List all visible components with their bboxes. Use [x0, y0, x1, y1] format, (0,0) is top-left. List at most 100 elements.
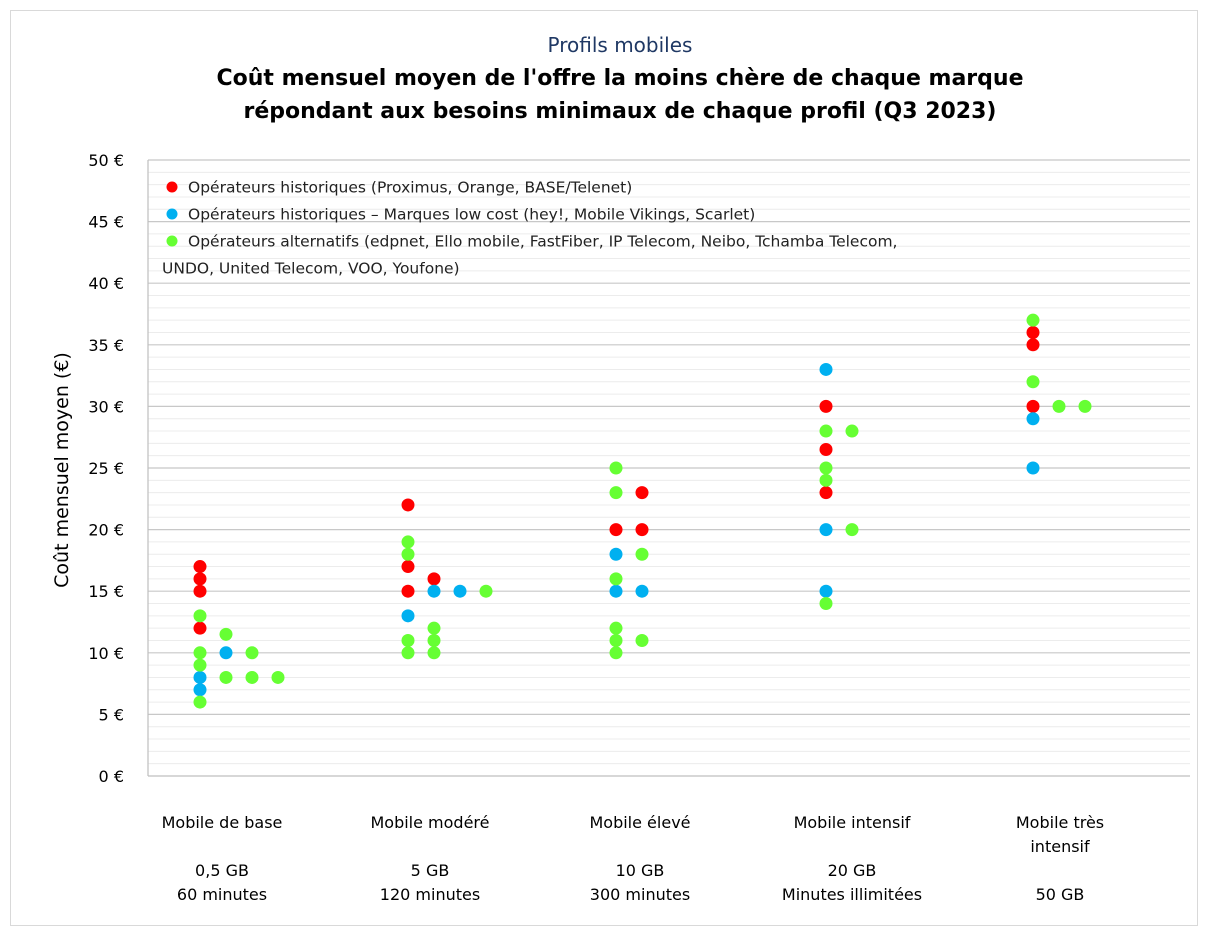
data-point [245, 646, 259, 660]
y-tick-label: 0 € [99, 767, 124, 786]
data-point [271, 670, 285, 684]
data-point [401, 560, 415, 574]
chart-title-line-1: Coût mensuel moyen de l'offre la moins c… [216, 66, 1024, 91]
data-point [635, 633, 649, 647]
data-point [609, 547, 623, 561]
y-tick-label: 40 € [88, 274, 124, 293]
legend-entry: UNDO, United Telecom, VOO, Youfone) [162, 260, 460, 278]
legend-entry: Opérateurs alternatifs (edpnet, Ello mob… [188, 233, 898, 251]
data-point [635, 584, 649, 598]
axes [147, 160, 1190, 777]
data-point [1026, 313, 1040, 327]
data-point [635, 523, 649, 537]
legend-marker [166, 235, 178, 247]
x-category-label: 50 GB [1036, 885, 1085, 904]
x-category-label: 20 GB [828, 861, 877, 880]
data-point [819, 584, 833, 598]
data-point [219, 646, 233, 660]
x-category-label: Mobile modéré [370, 813, 489, 832]
y-tick-label: 50 € [88, 151, 124, 170]
data-point [219, 670, 233, 684]
chart-subtitle: Profils mobiles [547, 33, 693, 57]
y-tick-label: 15 € [88, 582, 124, 601]
data-point [819, 597, 833, 611]
legend: Opérateurs historiques (Proximus, Orange… [162, 179, 898, 278]
data-point [401, 498, 415, 512]
x-category-label: Mobile de base [162, 813, 283, 832]
data-point [845, 523, 859, 537]
data-point [819, 486, 833, 500]
data-point [609, 461, 623, 475]
data-point [1026, 461, 1040, 475]
data-point [609, 572, 623, 586]
data-points [193, 313, 1092, 709]
x-category-label: 10 GB [616, 861, 665, 880]
data-point [1026, 338, 1040, 352]
data-point [193, 609, 207, 623]
legend-entry: Opérateurs historiques (Proximus, Orange… [188, 179, 632, 197]
data-point [401, 584, 415, 598]
data-point [427, 584, 441, 598]
chart-title: Coût mensuel moyen de l'offre la moins c… [0, 62, 1208, 128]
y-tick-label: 5 € [99, 705, 124, 724]
data-point [609, 646, 623, 660]
data-point [635, 486, 649, 500]
y-tick-label: 25 € [88, 459, 124, 478]
data-point [819, 443, 833, 457]
y-tick-label: 30 € [88, 397, 124, 416]
data-point [401, 547, 415, 561]
x-category-label: Mobile intensif [794, 813, 911, 832]
data-point [819, 399, 833, 413]
data-point [819, 424, 833, 438]
gridlines [148, 159, 1190, 765]
x-category-label: 120 minutes [380, 885, 480, 904]
data-point [193, 572, 207, 586]
data-point [427, 633, 441, 647]
data-point [193, 560, 207, 574]
data-point [427, 646, 441, 660]
y-tick-label: 10 € [88, 644, 124, 663]
data-point [1026, 325, 1040, 339]
x-category-label: Mobile élevé [589, 813, 690, 832]
legend-marker [166, 181, 178, 193]
data-point [609, 584, 623, 598]
data-point [819, 523, 833, 537]
data-point [1078, 399, 1092, 413]
x-category-label: Minutes illimitées [782, 885, 922, 904]
x-category-label: 60 minutes [177, 885, 267, 904]
chart-title-line-2: répondant aux besoins minimaux de chaque… [243, 99, 997, 124]
data-point [401, 535, 415, 549]
y-axis-label: Coût mensuel moyen (€) [51, 352, 73, 588]
data-point [819, 473, 833, 487]
x-category-label: Mobile très [1016, 813, 1104, 832]
data-point [219, 627, 233, 641]
data-point [427, 621, 441, 635]
data-point [609, 633, 623, 647]
data-point [609, 621, 623, 635]
data-point [193, 584, 207, 598]
data-point [1026, 399, 1040, 413]
data-point [609, 523, 623, 537]
data-point [479, 584, 493, 598]
data-point [819, 461, 833, 475]
legend-entry: Opérateurs historiques – Marques low cos… [188, 206, 755, 224]
data-point [845, 424, 859, 438]
data-point [1052, 399, 1066, 413]
data-point [193, 646, 207, 660]
y-tick-label: 45 € [88, 213, 124, 232]
x-category-label: 5 GB [411, 861, 450, 880]
data-point [193, 695, 207, 709]
data-point [453, 584, 467, 598]
x-category-label: 0,5 GB [195, 861, 249, 880]
data-point [401, 609, 415, 623]
x-category-label: intensif [1030, 837, 1090, 856]
data-point [635, 547, 649, 561]
x-category-labels: Mobile de base 0,5 GB 60 minutes Mobile mod… [162, 813, 1105, 904]
data-point [1026, 412, 1040, 426]
y-tick-label: 35 € [88, 336, 124, 355]
data-point [245, 670, 259, 684]
data-point [193, 621, 207, 635]
y-tick-labels: 0 € 5 € 10 € 15 € 20 € 25 € 30 € 35 € 40 € 45 € 50… [88, 151, 124, 786]
data-point [401, 633, 415, 647]
